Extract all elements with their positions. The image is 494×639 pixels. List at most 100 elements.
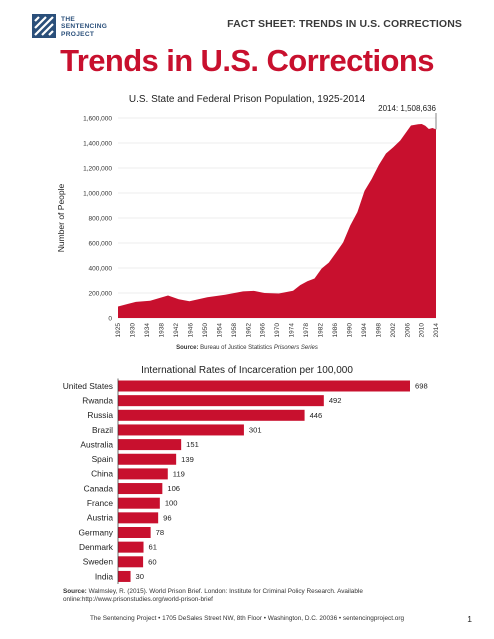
chart2-value-label: 698: [415, 382, 428, 391]
chart1-y-tick-label: 400,000: [89, 265, 113, 272]
chart1-x-tick-label: 1950: [202, 323, 209, 338]
chart1-x-tick-label: 1966: [260, 323, 267, 338]
chart2-category-label: Brazil: [92, 425, 113, 435]
chart2-value-label: 151: [186, 440, 199, 449]
chart2-title: International Rates of Incarceration per…: [141, 365, 353, 376]
chart2-bar: [118, 497, 160, 509]
chart2-value-label: 96: [163, 513, 171, 522]
chart2-category-label: Sweden: [83, 557, 114, 567]
chart1-x-tick-label: 1958: [231, 323, 238, 338]
chart2-category-label: France: [87, 498, 113, 508]
chart2-category-label: Russia: [87, 410, 113, 420]
chart1-x-tick-label: 2014: [433, 323, 440, 338]
chart2-bar: [118, 527, 151, 538]
chart1-source-label: Source:: [176, 345, 199, 351]
chart2-bars: United States 698 Rwanda 492 Russia 446 Brazil…: [63, 380, 428, 582]
chart1-x-tick-label: 1938: [159, 323, 166, 338]
chart2-category-label: Denmark: [79, 542, 114, 552]
chart2-value-label: 61: [149, 543, 157, 552]
chart2-bar: [118, 541, 144, 553]
logo: THE SENTENCING PROJECT: [32, 14, 152, 42]
chart1-x-tick-label: 1962: [245, 323, 252, 338]
chart1-y-axis-label: Number of People: [56, 183, 66, 252]
chart1-x-tick-label: 2002: [390, 323, 397, 338]
chart2-category-label: Rwanda: [82, 395, 113, 405]
chart2-bar: [118, 395, 324, 407]
chart2-value-label: 119: [173, 469, 185, 478]
chart1-x-tick-label: 1974: [289, 323, 296, 338]
chart2-category-label: Australia: [80, 439, 113, 449]
chart1-area-series: [118, 124, 436, 318]
chart1-x-tick-label: 1982: [318, 323, 325, 338]
chart2-bar: [118, 512, 159, 524]
footer: The Sentencing Project • 1705 DeSales St…: [89, 615, 405, 622]
chart1-y-ticks: 0 200,000 400,000 600,000 800,000 1,000,000 1,…: [83, 115, 112, 322]
chart1-y-tick-label: 200,000: [89, 290, 113, 297]
chart2-bar: [118, 439, 182, 451]
chart2-category-label: Canada: [84, 483, 114, 493]
chart2-source: Source: Walmsley, R. (2015). World Priso…: [63, 588, 443, 605]
chart2-bar: [118, 556, 144, 568]
chart1-source-text: Bureau of Justice Statistics: [200, 345, 273, 351]
chart2-category-label: Germany: [79, 527, 114, 537]
chart1-x-tick-label: 1934: [144, 323, 151, 338]
chart2-bar: [118, 453, 177, 465]
chart1-y-tick-label: 1,000,000: [83, 190, 112, 197]
chart2-category-label: United States: [63, 381, 113, 391]
chart2-category-label: Spain: [92, 454, 114, 464]
chart1-x-tick-label: 1986: [332, 323, 339, 338]
chart2-bar: [118, 424, 244, 436]
chart2-value-label: 301: [249, 425, 262, 434]
chart1-y-tick-label: 0: [108, 315, 112, 322]
chart1-x-tick-label: 1994: [361, 323, 368, 338]
chart2-value-label: 60: [148, 557, 156, 566]
chart1-source-italic: Prisoners Series: [273, 345, 318, 351]
prison-population-area-chart: 0 200,000 400,000 600,000 800,000 1,000,000 1,…: [56, 104, 440, 338]
chart2-category-label: China: [91, 469, 113, 479]
fact-sheet-label: FACT SHEET: TRENDS IN U.S. CORRECTIONS: [227, 18, 462, 30]
chart1-y-tick-label: 1,600,000: [83, 115, 112, 122]
chart1-x-tick-label: 1990: [346, 323, 353, 338]
logo-line-2: SENTENCING: [61, 23, 108, 31]
chart2-value-label: 492: [329, 396, 342, 405]
chart1-y-tick-label: 1,400,000: [83, 140, 112, 147]
chart2-value-label: 139: [181, 455, 194, 464]
chart1-x-tick-label: 2010: [419, 323, 426, 338]
chart2-bar: [118, 409, 305, 421]
chart2-value-label: 30: [136, 572, 144, 581]
logo-line-3: PROJECT: [61, 30, 95, 38]
chart1-x-tick-label: 2006: [404, 323, 411, 338]
chart1-annotation: 2014: 1,508,636: [378, 104, 436, 113]
chart2-bar: [118, 468, 168, 480]
chart1-x-ticks: 1925 1930 1934 1938 1942 1946 1950 1954 1958 1962…: [115, 323, 440, 338]
chart2-bar: [118, 380, 410, 392]
chart2-bar: [118, 570, 131, 582]
chart1-x-tick-label: 1930: [130, 323, 137, 338]
chart2-value-label: 100: [165, 499, 178, 508]
logo-mark-icon: [32, 14, 56, 38]
chart1-x-tick-label: 1942: [173, 323, 180, 338]
chart2-value-label: 106: [167, 484, 180, 493]
chart1-y-tick-label: 1,200,000: [83, 165, 112, 172]
chart1-x-tick-label: 1925: [115, 323, 122, 338]
chart2-bar: [118, 483, 163, 495]
chart1-x-tick-label: 1954: [216, 323, 223, 338]
chart2-source-text: Walmsley, R. (2015). World Prison Brief.…: [63, 588, 363, 604]
chart1-x-tick-label: 1946: [187, 323, 194, 338]
chart1-x-tick-label: 1998: [375, 323, 382, 338]
chart1-y-tick-label: 800,000: [89, 215, 113, 222]
chart1-x-tick-label: 1978: [303, 323, 310, 338]
page-number: 1: [467, 614, 472, 624]
chart1-y-tick-label: 600,000: [89, 240, 113, 247]
chart1-title: U.S. State and Federal Prison Population…: [128, 94, 366, 105]
chart2-value-label: 78: [156, 528, 164, 537]
chart2-category-label: India: [95, 571, 114, 581]
logo-text: THE SENTENCING PROJECT: [61, 16, 107, 38]
chart2-category-label: Austria: [87, 513, 113, 523]
chart2-value-label: 446: [310, 411, 323, 420]
chart2-source-label: Source:: [63, 588, 87, 595]
page-title: Trends in U.S. Corrections: [60, 43, 434, 78]
logo-line-1: THE: [61, 16, 76, 23]
chart1-source: Source: Bureau of Justice Statistics Pri…: [0, 345, 494, 351]
